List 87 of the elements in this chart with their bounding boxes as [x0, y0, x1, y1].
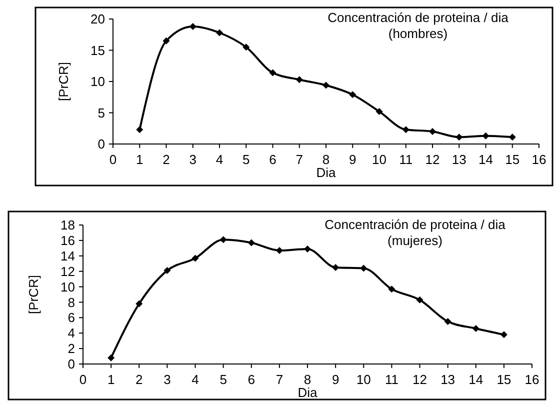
point	[472, 324, 480, 332]
x-tick-label: 11	[384, 372, 398, 387]
x-axis-title: Dia	[316, 165, 337, 180]
x-tick-label: 0	[79, 372, 87, 387]
x-tick-label: 2	[162, 152, 170, 167]
x-tick-label: 3	[164, 372, 171, 387]
point	[189, 23, 196, 30]
point	[248, 239, 255, 246]
point	[402, 126, 410, 134]
y-axis-title: [PrCR]	[56, 62, 71, 101]
y-tick-label: 5	[98, 105, 105, 120]
x-tick-label: 10	[372, 152, 386, 167]
y-tick-label: 18	[60, 218, 75, 233]
point	[216, 29, 223, 36]
x-tick-label: 15	[505, 152, 520, 167]
y-tick-label: 14	[60, 248, 75, 264]
x-tick-label: 10	[356, 372, 371, 387]
point	[296, 76, 303, 84]
x-tick-label: 6	[248, 372, 255, 387]
x-tick-label: 8	[322, 152, 330, 167]
point	[304, 245, 311, 252]
point	[136, 300, 143, 308]
point	[482, 132, 490, 140]
point	[349, 91, 356, 98]
x-tick-label: 9	[349, 152, 356, 167]
point	[136, 126, 144, 134]
point	[108, 354, 115, 362]
y-tick-label: 2	[68, 341, 75, 356]
x-tick-label: 9	[332, 372, 340, 387]
point	[192, 254, 199, 262]
x-tick-label: 4	[192, 372, 199, 387]
y-tick-label: 4	[68, 326, 75, 341]
text: (hombres)	[388, 26, 448, 41]
point	[500, 331, 508, 338]
x-tick-label: 7	[276, 372, 284, 387]
point	[242, 44, 250, 51]
x-tick-label: 16	[532, 152, 546, 167]
point	[269, 69, 276, 76]
x-tick-label: 12	[412, 372, 427, 387]
point	[322, 82, 330, 89]
y-tick-label: 20	[90, 12, 105, 27]
point	[164, 267, 171, 274]
x-tick-label: 6	[269, 152, 276, 167]
x-tick-label: 2	[136, 372, 143, 387]
x-tick-label: 1	[136, 152, 144, 167]
x-tick-label: 4	[216, 152, 224, 167]
y-tick-label: 12	[60, 264, 75, 279]
x-tick-label: 16	[524, 372, 540, 387]
point	[456, 134, 463, 141]
y-tick-label: 15	[90, 42, 105, 58]
y-tick-label: 0	[98, 136, 105, 152]
point	[508, 134, 516, 141]
x-tick-label: 13	[440, 372, 456, 387]
text: (mujeres)	[388, 233, 442, 248]
x-tick-label: 1	[107, 372, 115, 387]
point	[162, 37, 170, 44]
y-tick-label: 0	[68, 356, 75, 372]
y-tick-label: 6	[68, 310, 75, 326]
y-tick-label: 16	[60, 232, 75, 248]
chart-title: Concentración de proteina / dia	[324, 217, 506, 232]
y-tick-label: 10	[90, 74, 105, 90]
point	[360, 264, 368, 272]
x-tick-label: 5	[242, 152, 250, 167]
x-tick-label: 13	[452, 152, 466, 167]
x-axis-title: Dia	[298, 385, 318, 400]
point	[416, 296, 424, 304]
point	[376, 108, 383, 115]
point	[444, 318, 452, 326]
chart-title: Concentración de proteina / dia	[328, 10, 510, 25]
x-tick-label: 15	[496, 372, 512, 387]
x-tick-label: 12	[425, 152, 440, 167]
point	[220, 236, 227, 244]
x-tick-label: 14	[478, 152, 493, 167]
y-tick-label: 8	[68, 294, 75, 310]
x-tick-label: 7	[296, 152, 303, 167]
x-tick-label: 11	[399, 152, 413, 167]
y-tick-label: 10	[60, 279, 75, 294]
x-tick-label: 5	[220, 372, 227, 387]
x-tick-label: 0	[109, 152, 117, 167]
point	[332, 264, 340, 271]
point	[429, 128, 436, 135]
point	[276, 246, 283, 254]
x-tick-label: 8	[304, 372, 312, 387]
point	[388, 286, 396, 293]
x-tick-label: 3	[189, 152, 196, 167]
x-tick-label: 14	[468, 372, 484, 387]
y-axis-title: [PrCR]	[26, 275, 41, 314]
